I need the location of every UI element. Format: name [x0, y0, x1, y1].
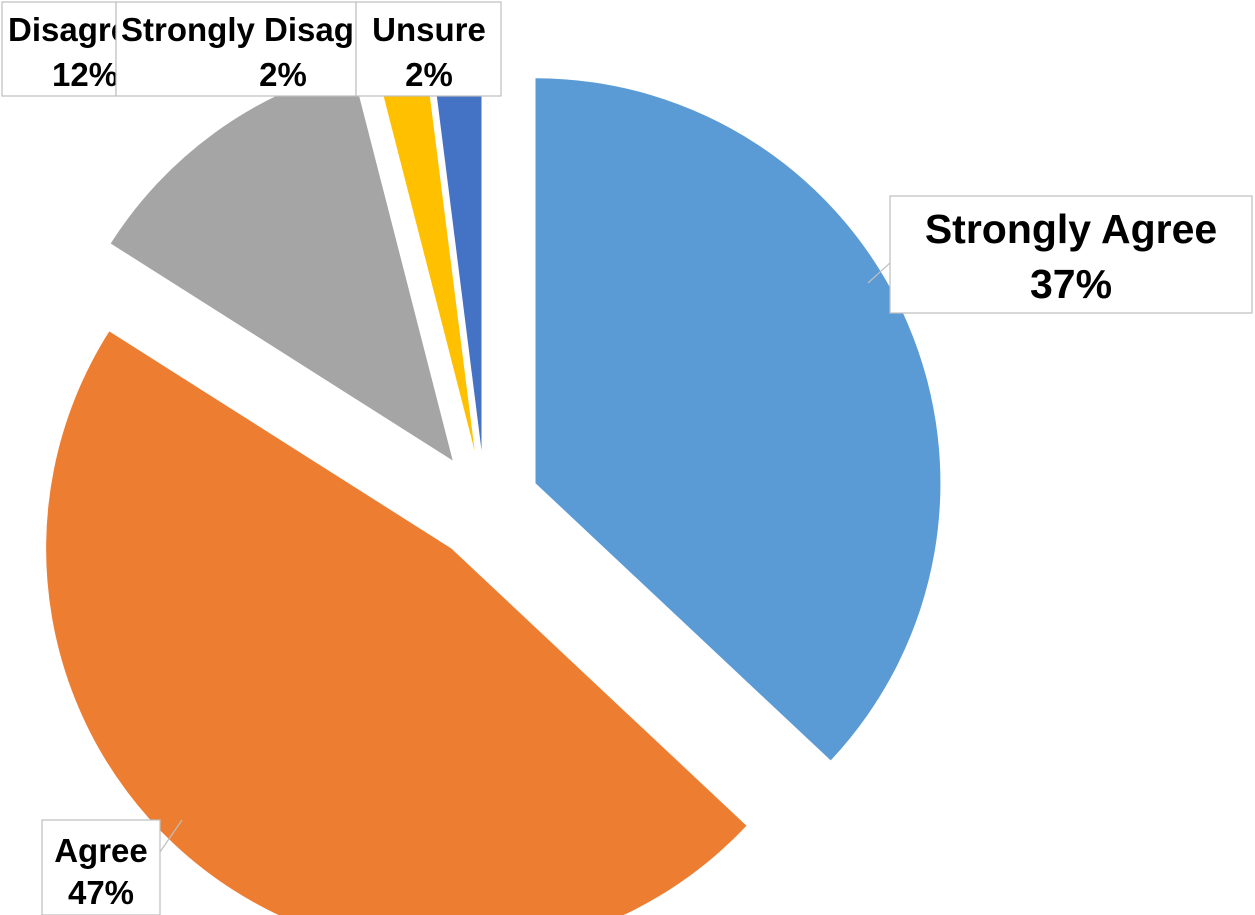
data-label-agree-value: 47% — [68, 874, 134, 911]
leader-line-agree — [159, 819, 183, 853]
data-label-strongly-disagree-value: 2% — [259, 56, 307, 93]
pie-slice-disagree — [110, 68, 453, 461]
data-label-strongly-agree-value: 37% — [1030, 261, 1112, 307]
pie-slice-strongly-agree — [535, 78, 941, 761]
data-label-strongly-disagree-name: Strongly Disagree — [121, 11, 403, 48]
data-label-strongly-agree: Strongly Agree 37% — [889, 195, 1253, 314]
data-label-strongly-disagree: Strongly Disagree 2% — [115, 1, 403, 97]
data-label-agree: Agree 47% — [41, 819, 161, 915]
data-label-disagree-name: Disagree — [8, 11, 147, 48]
data-label-unsure-name: Unsure — [372, 11, 486, 48]
pie-slices — [46, 45, 941, 915]
data-label-disagree-value: 12% — [52, 56, 118, 93]
pie-slice-strongly-disagree — [374, 49, 475, 451]
data-label-disagree: Disagree 12% — [1, 1, 147, 97]
data-label-agree-name: Agree — [54, 832, 148, 869]
pie-slice-agree — [46, 331, 747, 915]
leader-line-strongly-agree — [867, 262, 891, 284]
data-label-unsure: Unsure 2% — [355, 1, 502, 97]
pie-slice-unsure — [430, 45, 482, 451]
data-label-strongly-agree-name: Strongly Agree — [925, 206, 1217, 252]
data-label-unsure-value: 2% — [405, 56, 453, 93]
